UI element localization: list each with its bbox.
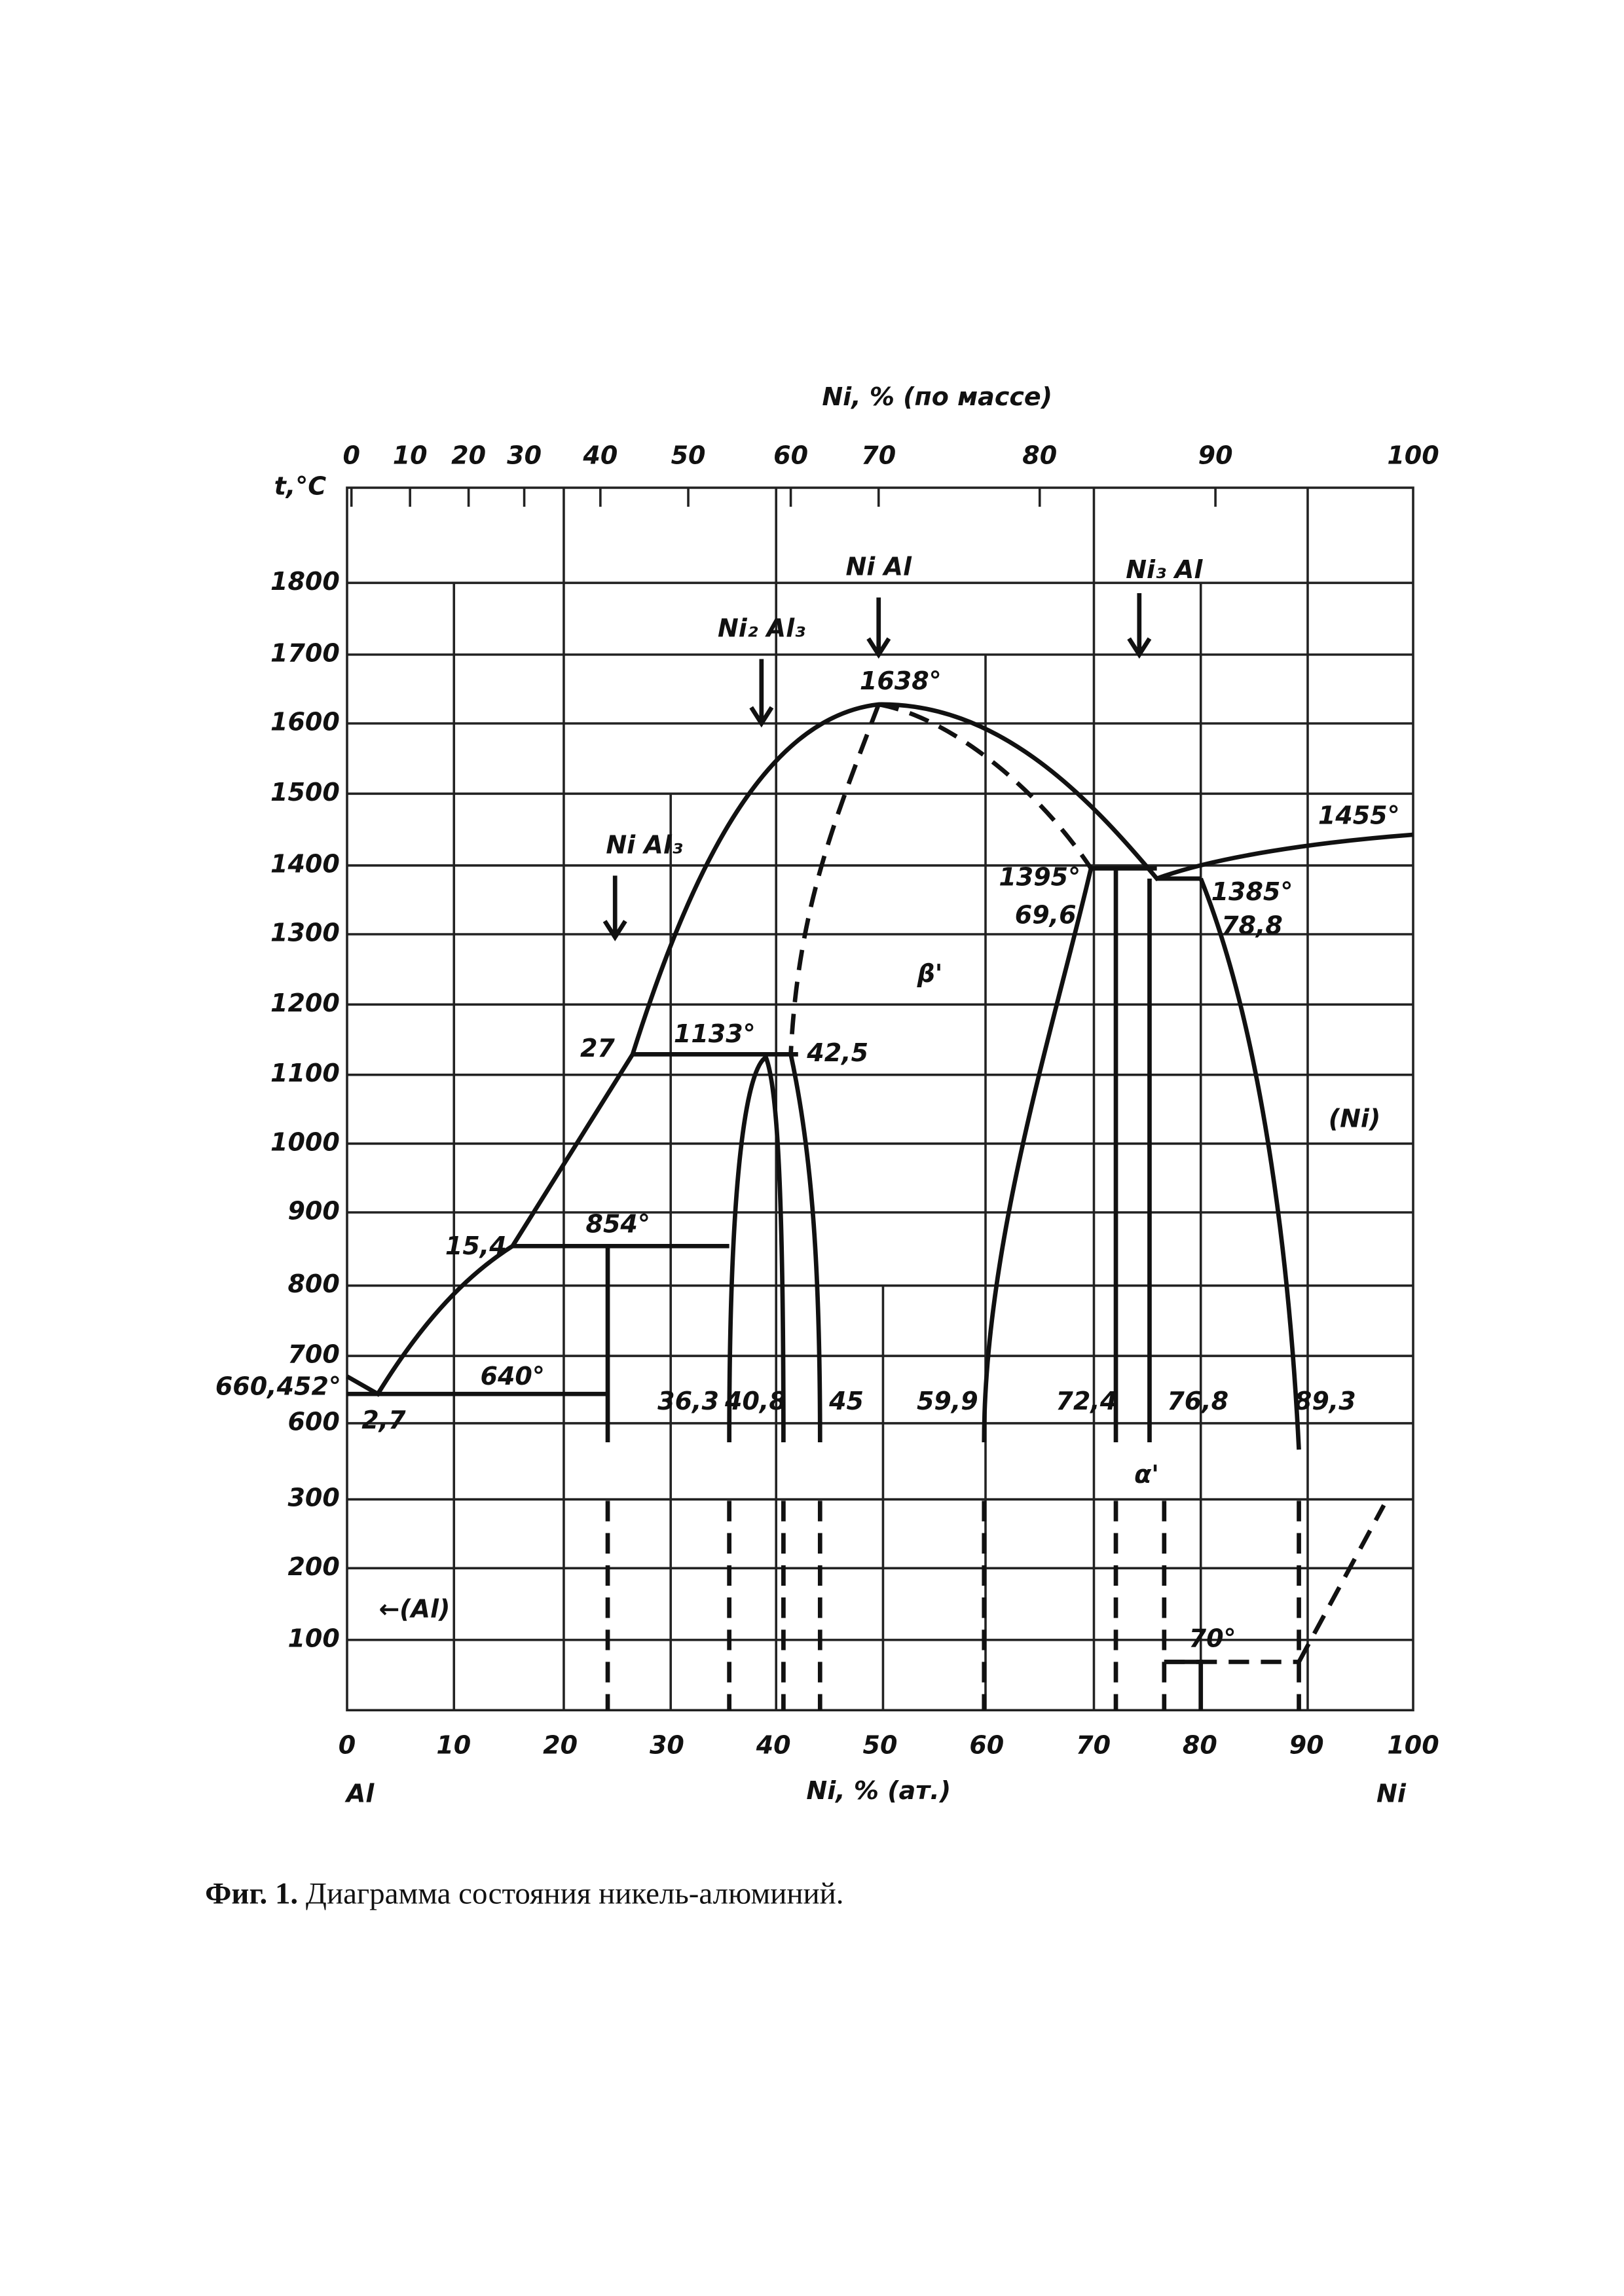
low-temp-solid <box>1164 1660 1204 1711</box>
annotation: 660,452° <box>215 1372 341 1401</box>
top-tick-label: 30 <box>507 441 542 469</box>
annotation: 640° <box>481 1362 545 1391</box>
left-tick-label: 800 <box>287 1269 339 1298</box>
annotation: 36,3 <box>657 1387 719 1415</box>
annotation: 78,8 <box>1221 911 1283 939</box>
top-tick-label: 20 <box>451 441 486 469</box>
bottom-tick-label: 10 <box>436 1731 471 1760</box>
isotherms <box>346 866 1201 1396</box>
annotation: α' <box>1134 1460 1159 1489</box>
bottom-tick-label: 20 <box>543 1731 578 1760</box>
left-tick-label: 200 <box>287 1552 339 1581</box>
annotation: 76,8 <box>1167 1387 1228 1415</box>
solvus-lines <box>605 867 1301 1450</box>
bottom-tick-label: 80 <box>1183 1731 1217 1760</box>
annotation: 70° <box>1189 1624 1236 1652</box>
bottom-tick-label: 100 <box>1387 1731 1439 1760</box>
caption-label: Фиг. 1. <box>205 1876 298 1910</box>
annotation: 27 <box>580 1034 615 1063</box>
top-tick-label: 50 <box>671 441 706 469</box>
annotation: 69,6 <box>1015 901 1077 930</box>
top-tick-label: 10 <box>393 441 428 469</box>
annotation: 42,5 <box>806 1038 868 1067</box>
left-tick-label: 1500 <box>270 778 340 807</box>
left-tick-label: 100 <box>287 1624 339 1652</box>
top-axis-title: Ni, % (по массе) <box>822 382 1052 411</box>
caption: Фиг. 1. Диаграмма состояния никель-алюми… <box>205 1876 843 1910</box>
ni-side-dashed <box>878 702 1093 870</box>
annotation: ←(Al) <box>378 1595 450 1624</box>
caption-text: Диаграмма состояния никель-алюминий. <box>306 1876 844 1910</box>
annotation: 59,9 <box>917 1387 978 1415</box>
frame <box>346 486 1414 1712</box>
left-tick-label: 1700 <box>270 638 340 667</box>
bottom-tick-label: 60 <box>969 1731 1004 1760</box>
top-tick-label: 100 <box>1387 441 1439 469</box>
bottom-tick-label: 40 <box>756 1731 791 1760</box>
bottom-tick-label: 30 <box>650 1731 684 1760</box>
bottom-tick-label: 0 <box>339 1731 356 1760</box>
left-tick-label: 300 <box>287 1484 339 1512</box>
phase-lines <box>346 592 1414 1711</box>
annotation: 854° <box>586 1210 650 1239</box>
bottom-right-end: Ni <box>1376 1779 1407 1808</box>
compound-arrows <box>602 592 1152 941</box>
bottom-tick-label: 50 <box>863 1731 898 1760</box>
top-tick-label: 90 <box>1198 441 1233 469</box>
left-tick-label: 1800 <box>270 567 340 596</box>
bottom-axis-title: Ni, % (ат.) <box>806 1776 951 1805</box>
annotation: 89,3 <box>1295 1387 1356 1415</box>
left-tick-label: 1000 <box>270 1127 340 1156</box>
left-tick-label: 900 <box>287 1196 339 1225</box>
annotation: 15,4 <box>445 1231 507 1260</box>
annotation: Ni Al <box>845 552 912 581</box>
low-temp-dashed <box>605 1501 1386 1711</box>
left-axis-title: t,°C <box>274 471 327 500</box>
annotation: 1455° <box>1318 801 1400 830</box>
annotation: (Ni) <box>1329 1104 1381 1133</box>
annotation: 1638° <box>860 666 942 695</box>
bottom-tick-label: 90 <box>1289 1731 1324 1760</box>
annotation: Ni Al₃ <box>606 830 682 859</box>
left-tick-label: 1300 <box>270 919 340 947</box>
left-tick-label: 700 <box>287 1340 339 1369</box>
bottom-tick-label: 70 <box>1076 1731 1111 1760</box>
annotation: 45 <box>828 1387 864 1415</box>
annotation: 2,7 <box>361 1406 406 1434</box>
annotation: 1395° <box>999 863 1080 892</box>
left-tick-label: 1600 <box>270 707 340 736</box>
left-tick-label: 1100 <box>270 1059 340 1087</box>
annotation: 72,4 <box>1056 1387 1117 1415</box>
al-side-dashed <box>788 703 881 1055</box>
top-tick-label: 70 <box>861 441 896 469</box>
liquidus <box>346 702 1414 1397</box>
annotation: Ni₂ Al₃ <box>718 613 805 642</box>
annotation: 1385° <box>1211 877 1293 906</box>
top-ticks <box>350 487 1217 507</box>
left-tick-label: 1400 <box>270 849 340 878</box>
top-tick-label: 60 <box>773 441 808 469</box>
top-tick-label: 0 <box>342 441 360 469</box>
left-tick-label: 600 <box>287 1407 339 1436</box>
annotation: 40,8 <box>724 1387 786 1415</box>
annotation: 1133° <box>674 1019 756 1048</box>
annotation: Ni₃ Al <box>1126 555 1203 584</box>
left-tick-label: 1200 <box>270 989 340 1017</box>
bottom-left-end: Al <box>344 1779 375 1808</box>
annotation: β' <box>917 959 943 988</box>
top-tick-label: 80 <box>1022 441 1057 469</box>
top-tick-label: 40 <box>582 441 618 469</box>
